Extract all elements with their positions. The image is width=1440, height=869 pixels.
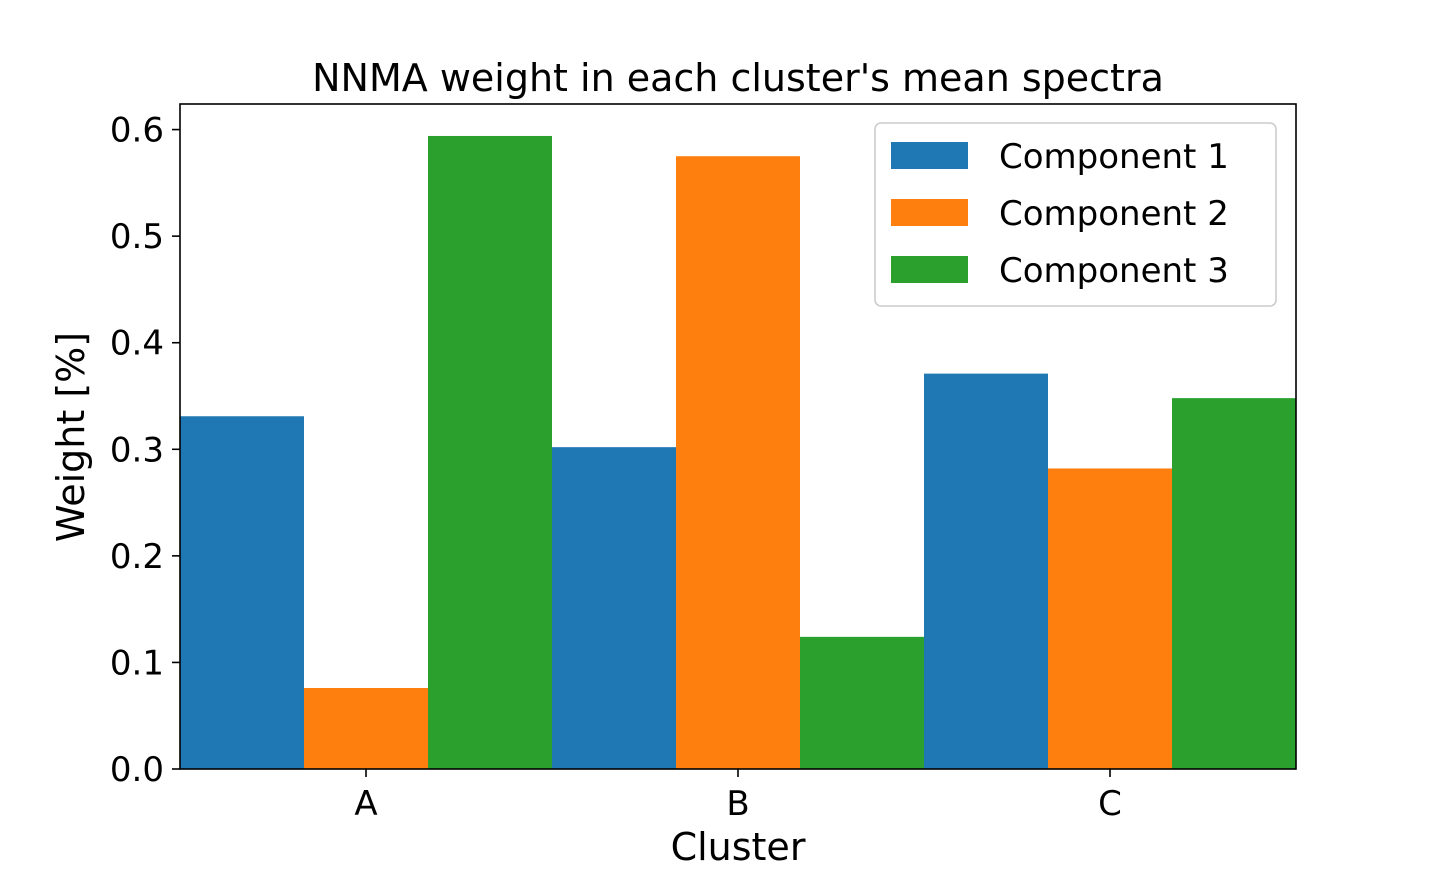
- legend-label-series-2: Component 2: [999, 194, 1229, 234]
- bar-b-series-3: [800, 636, 924, 769]
- legend-label-series-3: Component 3: [999, 251, 1229, 291]
- bar-a-series-1: [180, 416, 304, 769]
- y-axis: 0.0 0.1 0.2 0.3 0.4 0.5 0.6: [110, 111, 180, 790]
- y-tick-label: 0.0: [110, 750, 164, 790]
- x-tick-label-b: B: [726, 784, 749, 824]
- bar-a-series-3: [428, 135, 552, 769]
- x-axis-label: Cluster: [671, 825, 806, 864]
- legend-frame: [874, 122, 1277, 307]
- bar-b-series-1: [552, 447, 676, 769]
- bar-c-series-2: [1048, 468, 1172, 769]
- bar-c-series-3: [1172, 398, 1296, 769]
- y-tick-label: 0.3: [110, 430, 164, 470]
- y-tick-label: 0.4: [110, 324, 164, 364]
- x-tick-label-c: C: [1098, 784, 1122, 824]
- legend-swatch-series-3: [891, 256, 968, 283]
- bar-c-series-1: [924, 373, 1048, 769]
- x-tick-label-a: A: [354, 784, 377, 824]
- legend: Component 1 Component 2 Component 3: [874, 122, 1277, 307]
- y-tick-label: 0.6: [110, 111, 164, 151]
- bars-layer: [180, 135, 1296, 770]
- y-tick-label: 0.2: [110, 537, 164, 577]
- bar-b-series-2: [676, 156, 800, 770]
- legend-label-series-1: Component 1: [999, 137, 1229, 177]
- y-tick-label: 0.5: [110, 217, 164, 257]
- x-axis: A B C: [354, 769, 1122, 824]
- y-tick-label: 0.1: [110, 643, 164, 683]
- legend-swatch-series-2: [891, 199, 968, 226]
- chart-title: NNMA weight in each cluster's mean spect…: [312, 56, 1164, 100]
- y-axis-label: Weight [%]: [49, 332, 93, 542]
- bar-a-series-2: [304, 688, 428, 769]
- legend-swatch-series-1: [891, 142, 968, 169]
